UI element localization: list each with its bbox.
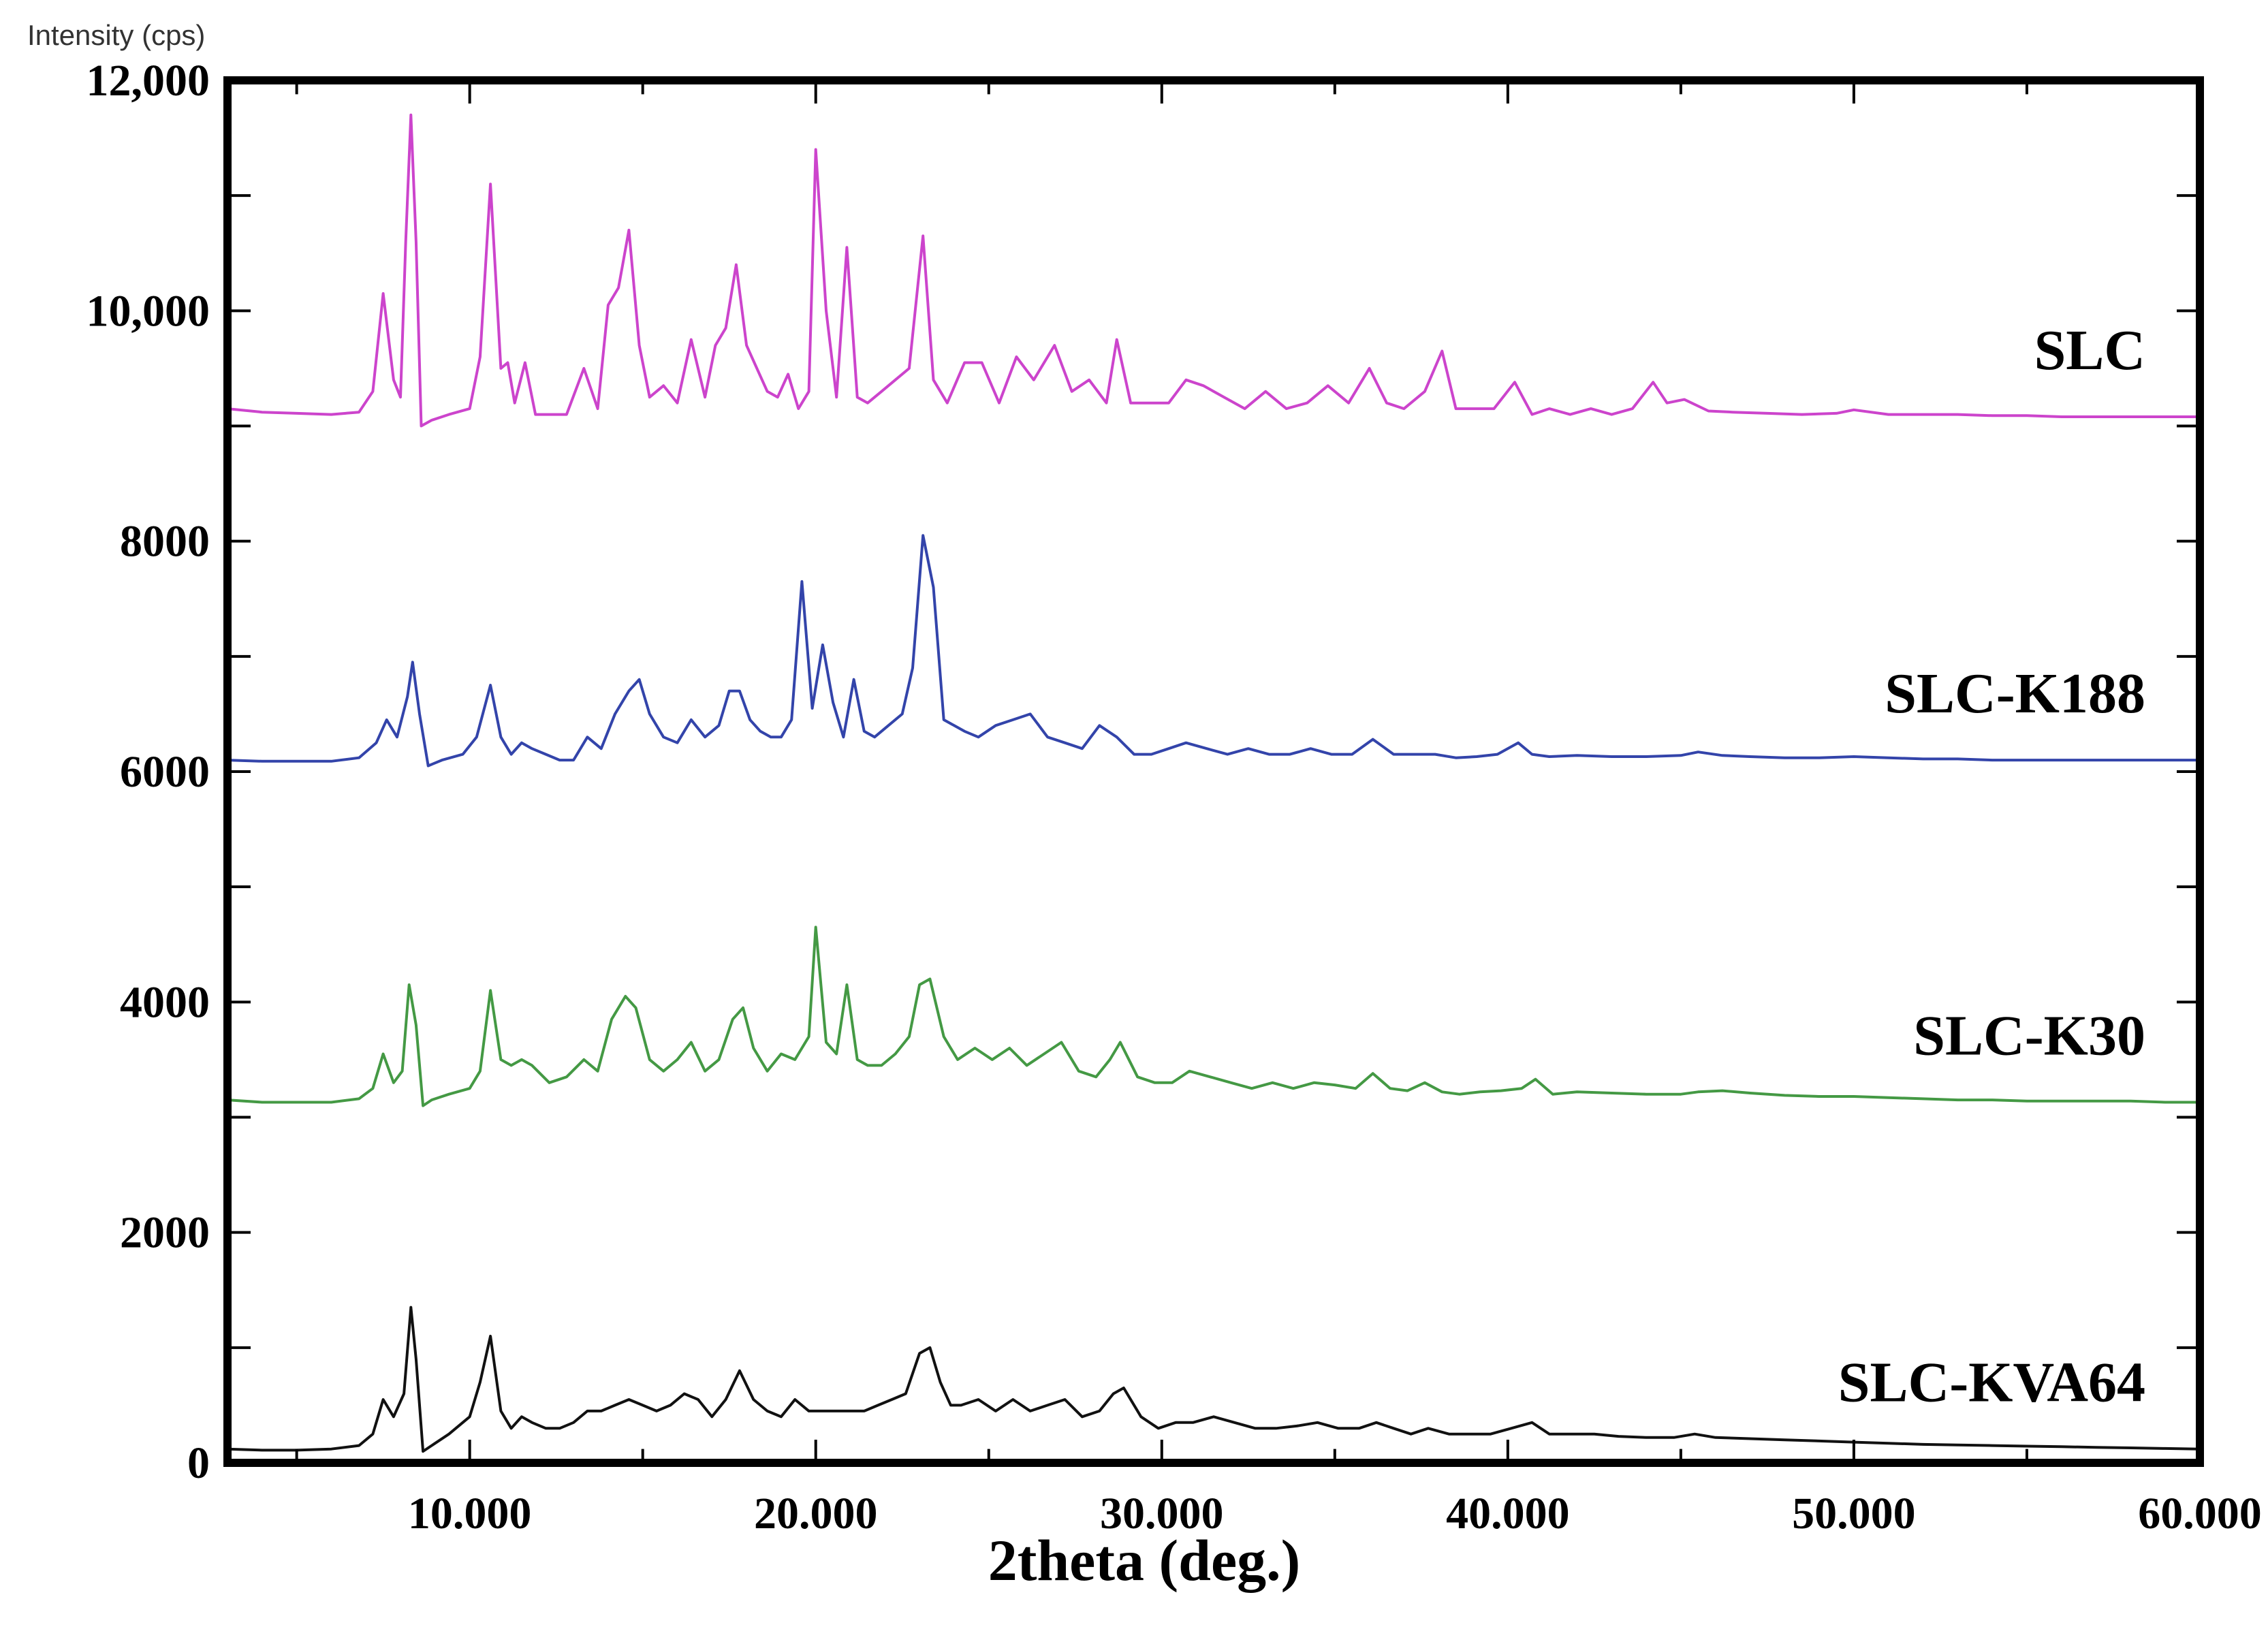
series-label-slc: SLC — [2034, 319, 2145, 382]
series-labels: SLC SLC-K188 SLC-K30 SLC-KVA64 — [1838, 319, 2145, 1414]
x-tick-label: 30.000 — [1100, 1489, 1224, 1538]
y-tick-label: 2000 — [120, 1208, 210, 1258]
x-tick-labels: 10.000 20.000 30.000 40.000 50.000 60.000 — [408, 1489, 2262, 1538]
x-tick-label: 20.000 — [754, 1489, 878, 1538]
x-tick-label: 60.000 — [2138, 1489, 2262, 1538]
plot-frame — [223, 76, 2204, 1467]
series-line-slc-k188 — [226, 534, 2201, 768]
series-label-slc-k188: SLC-K188 — [1885, 662, 2145, 725]
series-traces — [226, 113, 2201, 1453]
y-tick-labels: 0 2000 4000 6000 8000 10,000 12,000 — [86, 56, 210, 1488]
series-label-slc-kva64: SLC-KVA64 — [1838, 1351, 2145, 1414]
series-line-slc-k30 — [226, 926, 2201, 1107]
y-tick-label: 4000 — [120, 977, 210, 1027]
series-label-slc-k30: SLC-K30 — [1913, 1005, 2145, 1068]
series-line-slc — [226, 113, 2201, 428]
series-line-slc-kva64 — [226, 1306, 2201, 1453]
y-tick-label: 6000 — [120, 747, 210, 797]
plot-area — [227, 80, 2200, 1463]
y-axis-title: Intensity (cps) — [27, 19, 205, 51]
x-tick-label: 40.000 — [1446, 1489, 1570, 1538]
x-tick-label: 10.000 — [408, 1489, 532, 1538]
x-axis-title: 2theta (deg.) — [988, 1528, 1301, 1593]
x-tick-label: 50.000 — [1792, 1489, 1916, 1538]
y-tick-label: 10,000 — [86, 286, 210, 336]
y-tick-label: 12,000 — [86, 56, 210, 106]
y-tick-label: 0 — [187, 1438, 210, 1488]
y-tick-label: 8000 — [120, 517, 210, 567]
